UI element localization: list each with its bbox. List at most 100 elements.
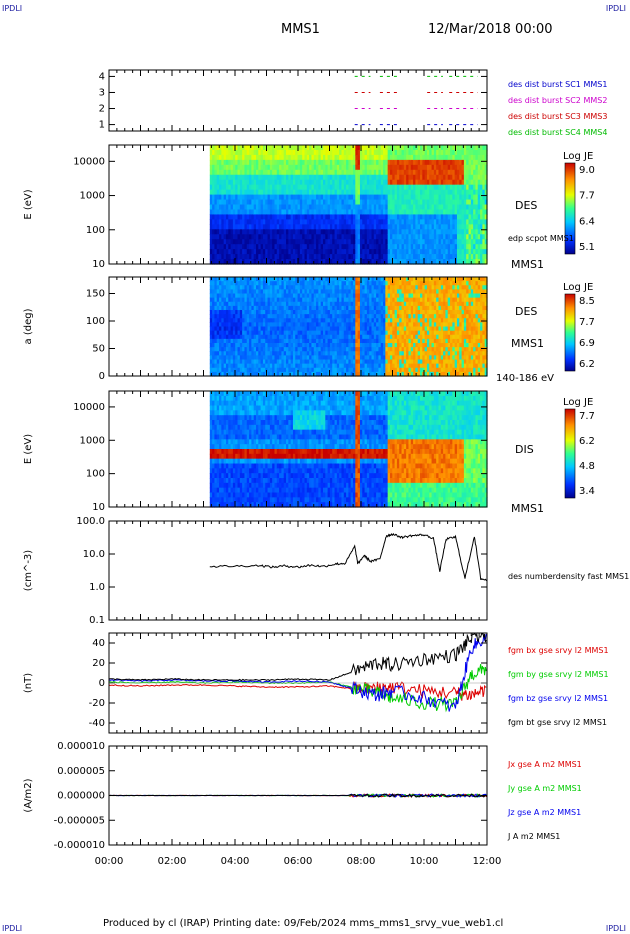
des_pitch-cell — [216, 355, 220, 361]
des_energy-cell — [431, 169, 435, 176]
des_pitch-cell — [306, 351, 310, 356]
des_energy-cell — [318, 229, 322, 235]
des_energy-cell — [325, 189, 329, 196]
des_energy-cell — [329, 154, 333, 161]
des_pitch-cell — [399, 289, 403, 295]
des_energy-cell — [281, 145, 285, 151]
des_pitch-cell — [327, 338, 331, 344]
des_pitch-cell — [239, 371, 243, 377]
des_energy-cell — [466, 189, 470, 196]
des_pitch-cell — [304, 355, 308, 361]
des_pitch-cell — [212, 338, 216, 344]
des_energy-cell — [295, 204, 299, 211]
des_energy-cell — [239, 184, 243, 191]
des_pitch-cell — [387, 277, 391, 282]
des_energy-cell — [371, 219, 375, 225]
des_energy-cell — [258, 149, 262, 156]
des_energy-cell — [420, 224, 423, 230]
des_energy-cell — [371, 204, 375, 211]
des_energy-cell — [267, 159, 271, 166]
des_energy-cell — [426, 145, 430, 151]
des_pitch-cell — [316, 326, 319, 332]
des_energy-cell — [343, 234, 347, 240]
des_energy-cell — [459, 204, 463, 211]
des_pitch-cell — [225, 334, 229, 340]
des_energy-cell — [249, 234, 252, 240]
des_energy-cell — [302, 234, 306, 240]
des_pitch-cell — [295, 281, 299, 286]
des_pitch-cell — [366, 355, 370, 361]
des_energy-cell — [251, 174, 255, 181]
des_energy-cell — [450, 189, 453, 196]
des_pitch-cell — [251, 297, 255, 303]
des_energy-cell — [212, 259, 216, 265]
des_energy-cell — [209, 159, 213, 166]
des_energy-cell — [295, 169, 299, 176]
des_energy-cell — [389, 189, 393, 196]
des_pitch-cell — [392, 285, 396, 290]
des_energy-cell — [221, 189, 225, 196]
des_energy-cell — [304, 209, 308, 216]
des_pitch-cell — [299, 310, 303, 315]
des_energy-cell — [322, 244, 326, 250]
des_pitch-cell — [274, 293, 278, 299]
des_pitch-cell — [309, 297, 313, 303]
des_pitch-cell — [385, 310, 389, 315]
des_energy-cell — [230, 224, 234, 230]
des_pitch-cell — [408, 314, 412, 319]
des_pitch-cell — [286, 277, 289, 282]
des_energy-cell — [376, 254, 380, 260]
des_pitch-cell — [394, 305, 398, 311]
des_energy-cell — [447, 239, 451, 245]
des_energy-cell — [475, 234, 479, 240]
des_energy-cell — [311, 164, 315, 171]
des_energy-cell — [359, 214, 363, 220]
des_energy-cell — [413, 219, 416, 225]
des_energy-cell — [237, 214, 241, 220]
des_energy-cell — [470, 229, 474, 235]
des_pitch-cell — [258, 351, 262, 356]
des_pitch-cell — [276, 314, 280, 319]
des_energy-cell — [269, 145, 273, 151]
des_pitch-cell — [336, 293, 340, 299]
des_pitch-cell — [406, 293, 410, 299]
des_energy-cell — [251, 145, 255, 151]
des_pitch-cell — [230, 343, 234, 348]
des_pitch-cell — [235, 338, 239, 344]
des_energy-cell — [232, 179, 236, 186]
des_energy-cell — [316, 224, 319, 230]
des_energy-cell — [304, 229, 308, 235]
des_energy-cell — [424, 234, 428, 240]
des_pitch-cell — [295, 277, 299, 282]
des_energy-cell — [484, 224, 488, 230]
des_pitch-cell — [290, 285, 294, 290]
des_energy-cell — [281, 199, 285, 206]
des_energy-cell — [380, 244, 384, 250]
des_energy-cell — [272, 169, 276, 176]
des_pitch-cell — [295, 355, 299, 361]
des_pitch-cell — [364, 351, 368, 356]
des_pitch-cell — [325, 289, 329, 295]
des_energy-cell — [426, 159, 430, 166]
des_energy-cell — [403, 259, 407, 265]
des_energy-cell — [288, 199, 292, 206]
des_pitch-cell — [286, 367, 289, 373]
des_pitch-cell — [316, 310, 319, 315]
des_energy-cell — [246, 224, 250, 230]
des_pitch-cell — [313, 289, 317, 295]
des_energy-cell — [297, 214, 301, 220]
des_energy-cell — [260, 154, 264, 161]
des_energy-cell — [433, 219, 437, 225]
des_pitch-cell — [256, 297, 259, 303]
des_energy-cell — [373, 204, 377, 211]
des_pitch-cell — [228, 281, 232, 286]
des_energy-cell — [334, 209, 338, 216]
des_energy-cell — [440, 169, 444, 176]
des_energy-cell — [454, 169, 458, 176]
des_energy-cell — [260, 229, 264, 235]
des_pitch-cell — [219, 314, 222, 319]
des_pitch-cell — [219, 289, 222, 295]
des_pitch-cell — [401, 363, 405, 369]
des_pitch-cell — [325, 285, 329, 290]
des_pitch-cell — [396, 367, 400, 373]
